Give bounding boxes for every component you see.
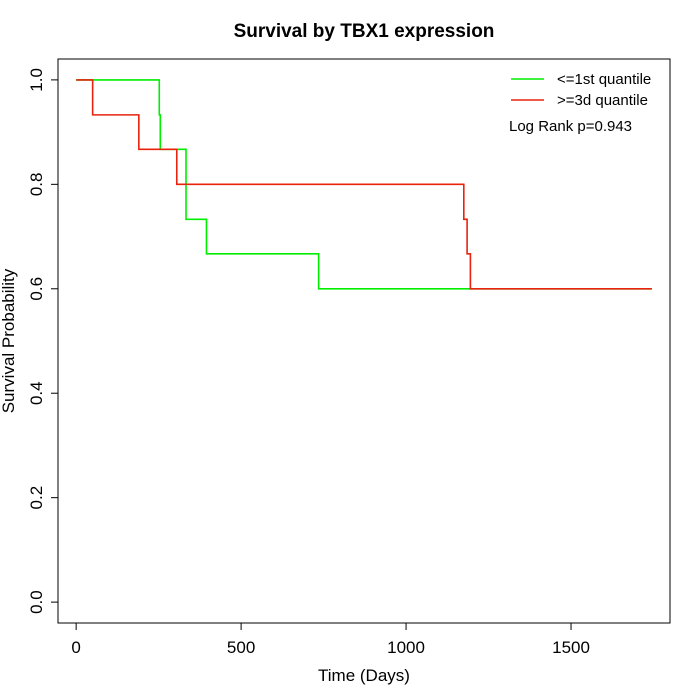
y-axis: 0.0 0.2 0.4 0.6 0.8 1.0	[27, 68, 59, 614]
x-tick-label: 1000	[387, 638, 425, 657]
y-tick-label: 0.4	[27, 381, 46, 405]
y-tick-label: 1.0	[27, 68, 46, 92]
y-tick-label: 0.2	[27, 486, 46, 510]
x-axis-label: Time (Days)	[318, 666, 410, 685]
y-tick-label: 0.8	[27, 173, 46, 197]
x-tick-label: 0	[71, 638, 80, 657]
series-layer	[76, 79, 652, 290]
legend-label: <=1st quantile	[557, 71, 651, 88]
legend: <=1st quantile >=3d quantile	[511, 71, 651, 109]
series-line-1	[76, 79, 652, 290]
x-axis: 0 500 1000 1500	[71, 622, 590, 657]
y-tick-label: 0.6	[27, 277, 46, 301]
legend-label: >=3d quantile	[557, 92, 648, 109]
y-tick-label: 0.0	[27, 590, 46, 614]
x-tick-label: 1500	[552, 638, 590, 657]
x-tick-label: 500	[227, 638, 255, 657]
log-rank-annotation: Log Rank p=0.943	[509, 118, 632, 135]
chart-title: Survival by TBX1 expression	[234, 21, 495, 42]
y-axis-label: Survival Probability	[0, 268, 18, 413]
plot-frame	[57, 58, 671, 624]
series-line-2	[76, 79, 652, 290]
